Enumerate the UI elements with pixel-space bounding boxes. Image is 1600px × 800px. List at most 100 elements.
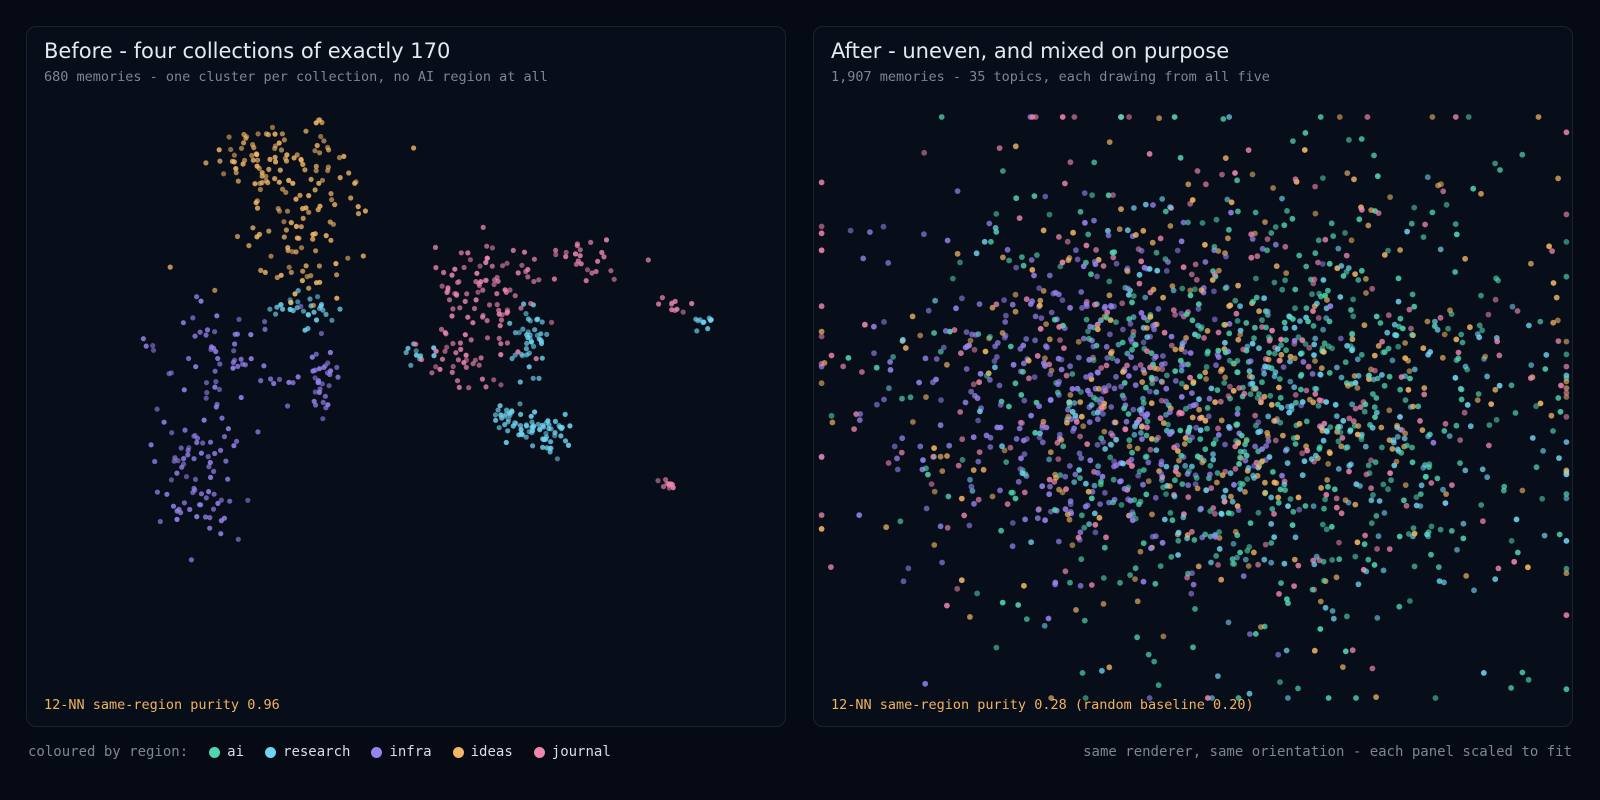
point-ai [1190,644,1196,651]
point-ai [1281,319,1288,326]
point-research [513,420,519,426]
point-ideas [1301,147,1308,153]
point-ai [1404,442,1410,449]
point-research [1543,352,1550,358]
point-ai [1296,252,1303,259]
point-research [1424,174,1431,181]
point-infra [207,525,213,531]
point-ideas [1375,343,1382,349]
point-journal [1555,338,1562,344]
point-journal [1026,375,1032,382]
point-ideas [1303,443,1309,450]
point-ai [1330,233,1337,240]
point-infra [1126,373,1132,379]
point-research [1091,510,1098,517]
point-ai [1252,324,1258,331]
point-research [502,422,508,428]
point-ideas [902,345,909,351]
point-research [517,423,524,429]
point-journal [1272,437,1279,444]
point-research [1440,486,1446,493]
point-journal [455,357,461,363]
point-journal [1282,243,1289,250]
point-infra [225,476,231,482]
point-journal [885,460,892,466]
point-journal [551,276,558,282]
point-infra [968,388,974,395]
point-infra [1090,343,1097,350]
point-journal [599,249,605,256]
point-infra [1084,502,1091,509]
point-ai [1493,416,1500,423]
point-infra [1263,443,1269,449]
point-ideas [312,187,318,193]
point-ai [993,644,1000,651]
point-ai [1109,249,1116,256]
point-infra [295,374,301,380]
point-ai [1081,524,1088,531]
point-research [1333,413,1340,419]
point-ideas [297,192,303,198]
point-research [1528,362,1535,368]
point-journal [1262,541,1269,548]
point-infra [976,301,983,307]
point-ideas [1141,370,1148,376]
point-ai [1508,382,1515,389]
point-journal [1122,426,1129,432]
point-research [1076,467,1082,473]
point-ideas [1120,369,1126,375]
point-ai [1130,293,1137,299]
point-research [1323,315,1330,321]
point-infra [182,427,188,433]
point-infra [334,364,340,370]
point-infra [231,443,237,449]
point-infra [1009,301,1016,308]
point-journal [1422,221,1428,228]
point-research [311,309,317,315]
point-ai [1279,286,1286,293]
point-research [530,443,536,449]
point-research [1496,382,1503,389]
point-journal [1157,415,1164,422]
point-research [1208,385,1215,392]
point-research [530,375,536,381]
point-ai [1508,537,1515,544]
point-journal [1056,234,1062,240]
point-research [1288,406,1295,413]
point-research [1247,381,1254,388]
point-ai [1413,494,1420,501]
point-ideas [1563,378,1570,385]
point-ai [1325,287,1331,294]
point-ideas [308,273,314,279]
point-ai [1213,553,1220,559]
point-research [1425,351,1432,358]
point-research [1436,578,1443,584]
point-ideas [362,208,368,214]
point-research [1175,552,1181,558]
point-ideas [1319,427,1326,434]
point-research [1397,414,1403,420]
point-journal [1144,424,1150,431]
point-ideas [318,133,324,140]
point-research [1281,481,1288,488]
point-research [1402,373,1408,379]
point-ideas [263,178,269,184]
point-ideas [1037,297,1044,304]
point-infra [1128,354,1134,361]
point-infra [1118,383,1124,390]
point-infra [181,500,187,506]
point-infra [1035,506,1042,513]
point-infra [1036,285,1043,291]
point-journal [818,512,825,518]
point-ai [1290,508,1297,515]
point-research [527,332,533,338]
point-ai [1298,371,1305,378]
point-ai [1372,459,1379,466]
point-journal [1306,344,1313,351]
point-ai [1326,370,1333,376]
point-journal [1215,329,1222,336]
point-ai [937,348,944,355]
point-infra [1158,458,1165,465]
point-research [1317,371,1324,378]
point-infra [212,368,218,374]
